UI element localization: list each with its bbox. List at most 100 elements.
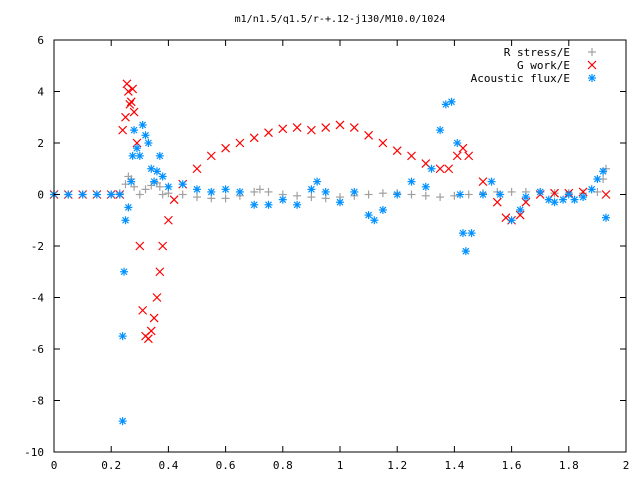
data-point	[421, 182, 430, 191]
data-point	[193, 193, 201, 202]
data-point	[453, 139, 462, 147]
y-tick-label: 6	[37, 34, 44, 47]
data-point	[447, 97, 456, 106]
data-point	[467, 229, 476, 238]
data-point	[107, 190, 116, 199]
data-point	[221, 194, 230, 203]
data-point	[92, 190, 101, 199]
data-point	[118, 417, 127, 426]
x-tick-label: 1.4	[444, 459, 464, 472]
data-point	[507, 187, 516, 196]
data-point	[496, 190, 505, 199]
data-point	[141, 185, 150, 194]
data-point	[487, 177, 496, 186]
data-point	[479, 190, 487, 199]
data-point	[126, 97, 136, 107]
data-point	[138, 120, 147, 129]
data-point	[128, 151, 137, 160]
data-point	[293, 191, 302, 200]
data-point	[123, 87, 133, 96]
series-cross	[49, 79, 611, 344]
x-tick-label: 1.8	[559, 459, 579, 472]
data-point	[536, 187, 545, 196]
data-point	[128, 84, 138, 94]
data-point	[152, 167, 161, 176]
data-point	[164, 182, 173, 191]
data-point	[178, 180, 187, 189]
data-point	[144, 139, 153, 147]
data-point	[138, 305, 148, 315]
data-point	[129, 107, 139, 117]
data-point	[601, 190, 611, 199]
data-point	[178, 190, 187, 199]
data-point	[456, 190, 465, 199]
data-point	[306, 125, 316, 135]
data-point	[235, 187, 244, 196]
data-point	[264, 128, 273, 138]
data-point	[118, 332, 127, 341]
data-point	[392, 146, 402, 156]
data-point	[550, 198, 559, 207]
data-point	[158, 190, 167, 199]
data-point	[593, 175, 602, 184]
data-point	[163, 215, 173, 225]
data-point	[206, 151, 216, 161]
data-point	[78, 190, 87, 199]
data-point	[135, 241, 145, 251]
legend-marker	[588, 74, 596, 82]
data-point	[64, 190, 73, 199]
data-point	[564, 190, 573, 199]
data-point	[193, 185, 201, 194]
x-tick-label: 0.2	[101, 459, 121, 472]
data-point	[378, 138, 388, 148]
data-point	[152, 293, 162, 302]
data-point	[221, 143, 231, 153]
y-tick-label: -10	[24, 446, 44, 459]
data-point	[192, 164, 202, 174]
data-point	[559, 195, 568, 204]
data-point	[207, 187, 216, 196]
legend-label: G work/E	[517, 59, 570, 72]
legend-label: R stress/E	[504, 46, 570, 59]
data-point	[249, 133, 259, 143]
data-point	[550, 188, 559, 198]
data-point	[169, 195, 179, 205]
data-point	[321, 123, 331, 132]
x-tick-label: 1	[337, 459, 344, 472]
data-point	[278, 195, 287, 204]
x-tick-label: 0.6	[216, 459, 236, 472]
data-point	[570, 195, 579, 204]
data-point	[516, 205, 525, 214]
data-point	[307, 193, 316, 202]
data-point	[155, 182, 164, 191]
data-point	[307, 185, 316, 194]
y-tick-label: -4	[31, 292, 45, 305]
data-point	[435, 164, 445, 174]
data-point	[250, 187, 259, 196]
x-tick-label: 1.2	[387, 459, 407, 472]
data-point	[378, 189, 387, 198]
data-point	[436, 193, 445, 202]
data-point	[264, 187, 273, 196]
data-point	[450, 191, 459, 200]
data-point	[370, 216, 379, 225]
data-point	[135, 190, 144, 199]
data-point	[135, 151, 144, 160]
legend-marker	[587, 60, 597, 70]
data-point	[313, 177, 322, 186]
data-point	[293, 200, 302, 209]
data-point	[521, 193, 530, 202]
chart-title: m1/n1.5/q1.5/r-+.12-j130/M10.0/1024	[235, 14, 446, 25]
data-point	[321, 187, 330, 196]
data-point	[407, 190, 416, 199]
data-point	[150, 177, 159, 186]
data-point	[364, 211, 373, 220]
legend-label: Acoustic flux/E	[471, 72, 570, 85]
data-point	[478, 177, 488, 187]
data-point	[115, 190, 124, 199]
data-point	[264, 200, 273, 209]
data-point	[461, 247, 470, 256]
data-point	[507, 216, 516, 225]
data-point	[601, 213, 610, 222]
